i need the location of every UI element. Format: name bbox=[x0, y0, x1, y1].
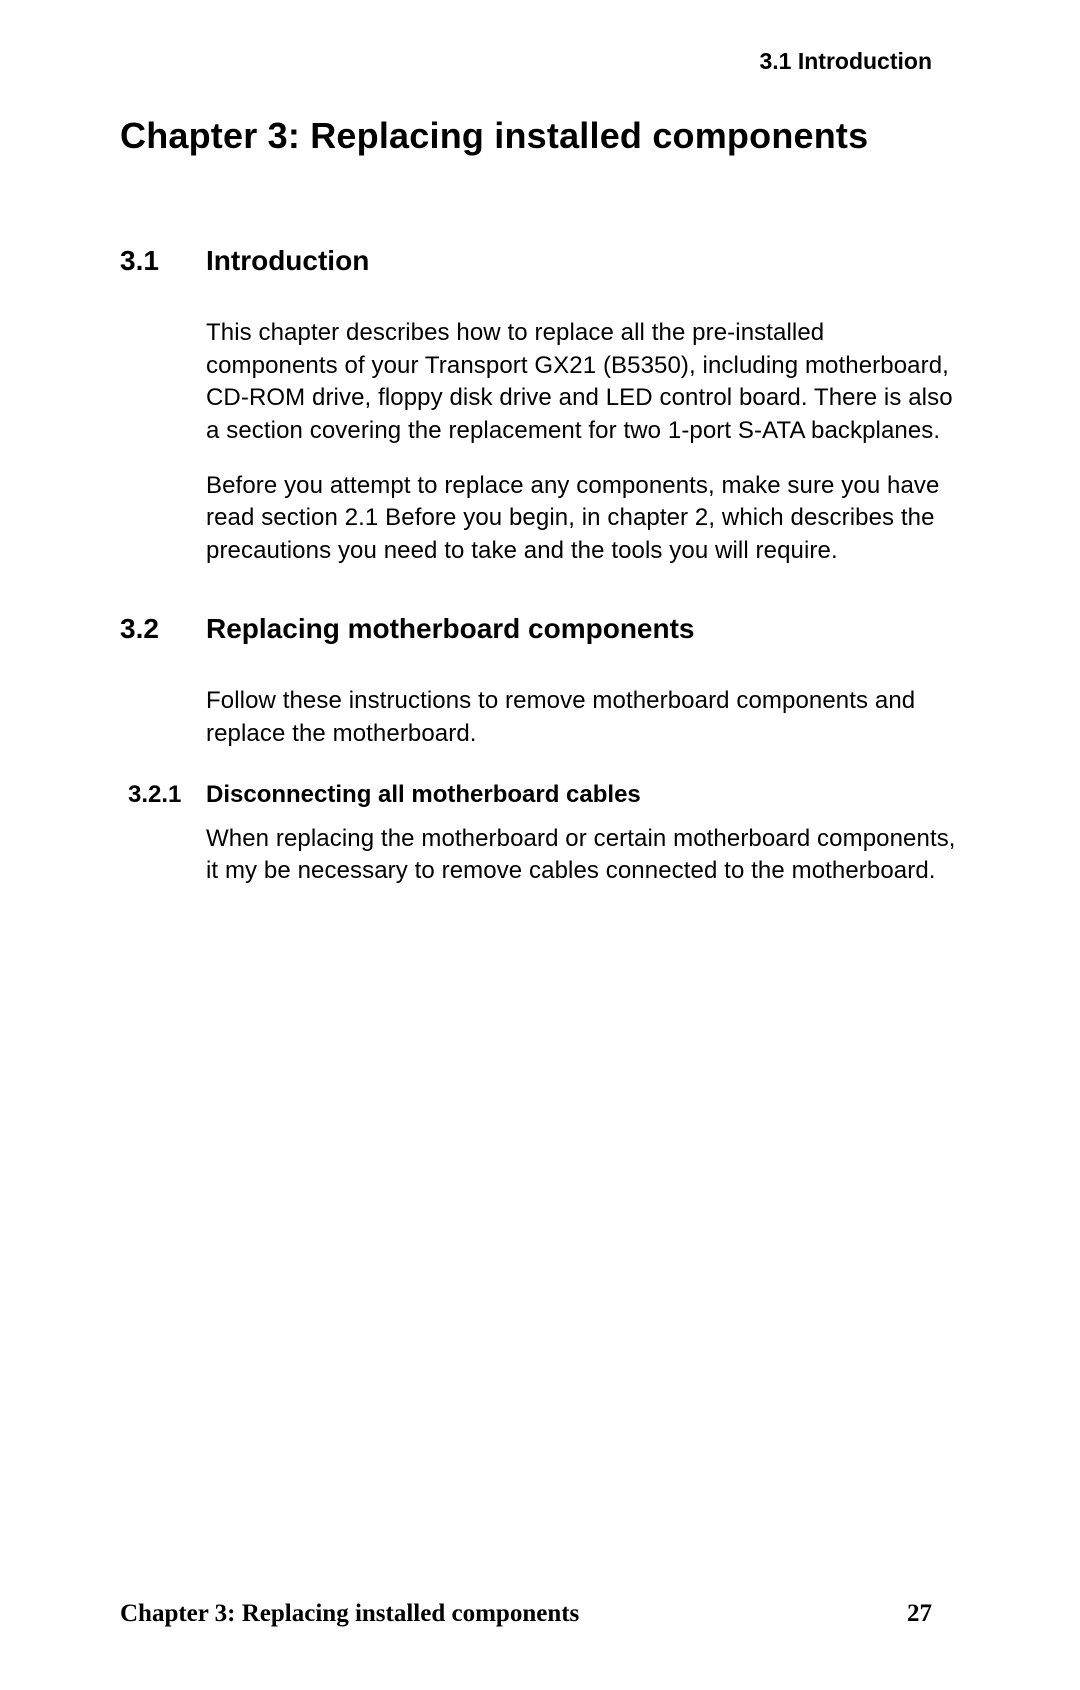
running-header: 3.1 Introduction bbox=[120, 48, 960, 75]
subsection-number: 3.2.1 bbox=[128, 781, 206, 809]
section-title: Introduction bbox=[206, 245, 369, 277]
footer-page-number: 27 bbox=[907, 1600, 960, 1628]
paragraph: Follow these instructions to remove moth… bbox=[206, 685, 960, 750]
paragraph: Before you attempt to replace any compon… bbox=[206, 470, 960, 568]
section-3-1: 3.1 Introduction This chapter describes … bbox=[120, 245, 960, 567]
subsection-heading: 3.2.1 Disconnecting all motherboard cabl… bbox=[128, 781, 960, 809]
paragraph: When replacing the motherboard or certai… bbox=[206, 823, 960, 888]
paragraph: This chapter describes how to replace al… bbox=[206, 317, 960, 448]
section-title: Replacing motherboard components bbox=[206, 613, 695, 645]
footer-chapter-label: Chapter 3: Replacing installed component… bbox=[120, 1600, 579, 1628]
section-3-2: 3.2 Replacing motherboard components Fol… bbox=[120, 613, 960, 888]
section-number: 3.2 bbox=[120, 613, 206, 645]
section-number: 3.1 bbox=[120, 245, 206, 277]
section-heading: 3.2 Replacing motherboard components bbox=[120, 613, 960, 645]
chapter-title: Chapter 3: Replacing installed component… bbox=[120, 115, 960, 157]
subsection-title: Disconnecting all motherboard cables bbox=[206, 781, 641, 809]
section-heading: 3.1 Introduction bbox=[120, 245, 960, 277]
document-page: 3.1 Introduction Chapter 3: Replacing in… bbox=[0, 0, 1080, 1690]
page-footer: Chapter 3: Replacing installed component… bbox=[120, 1600, 960, 1628]
